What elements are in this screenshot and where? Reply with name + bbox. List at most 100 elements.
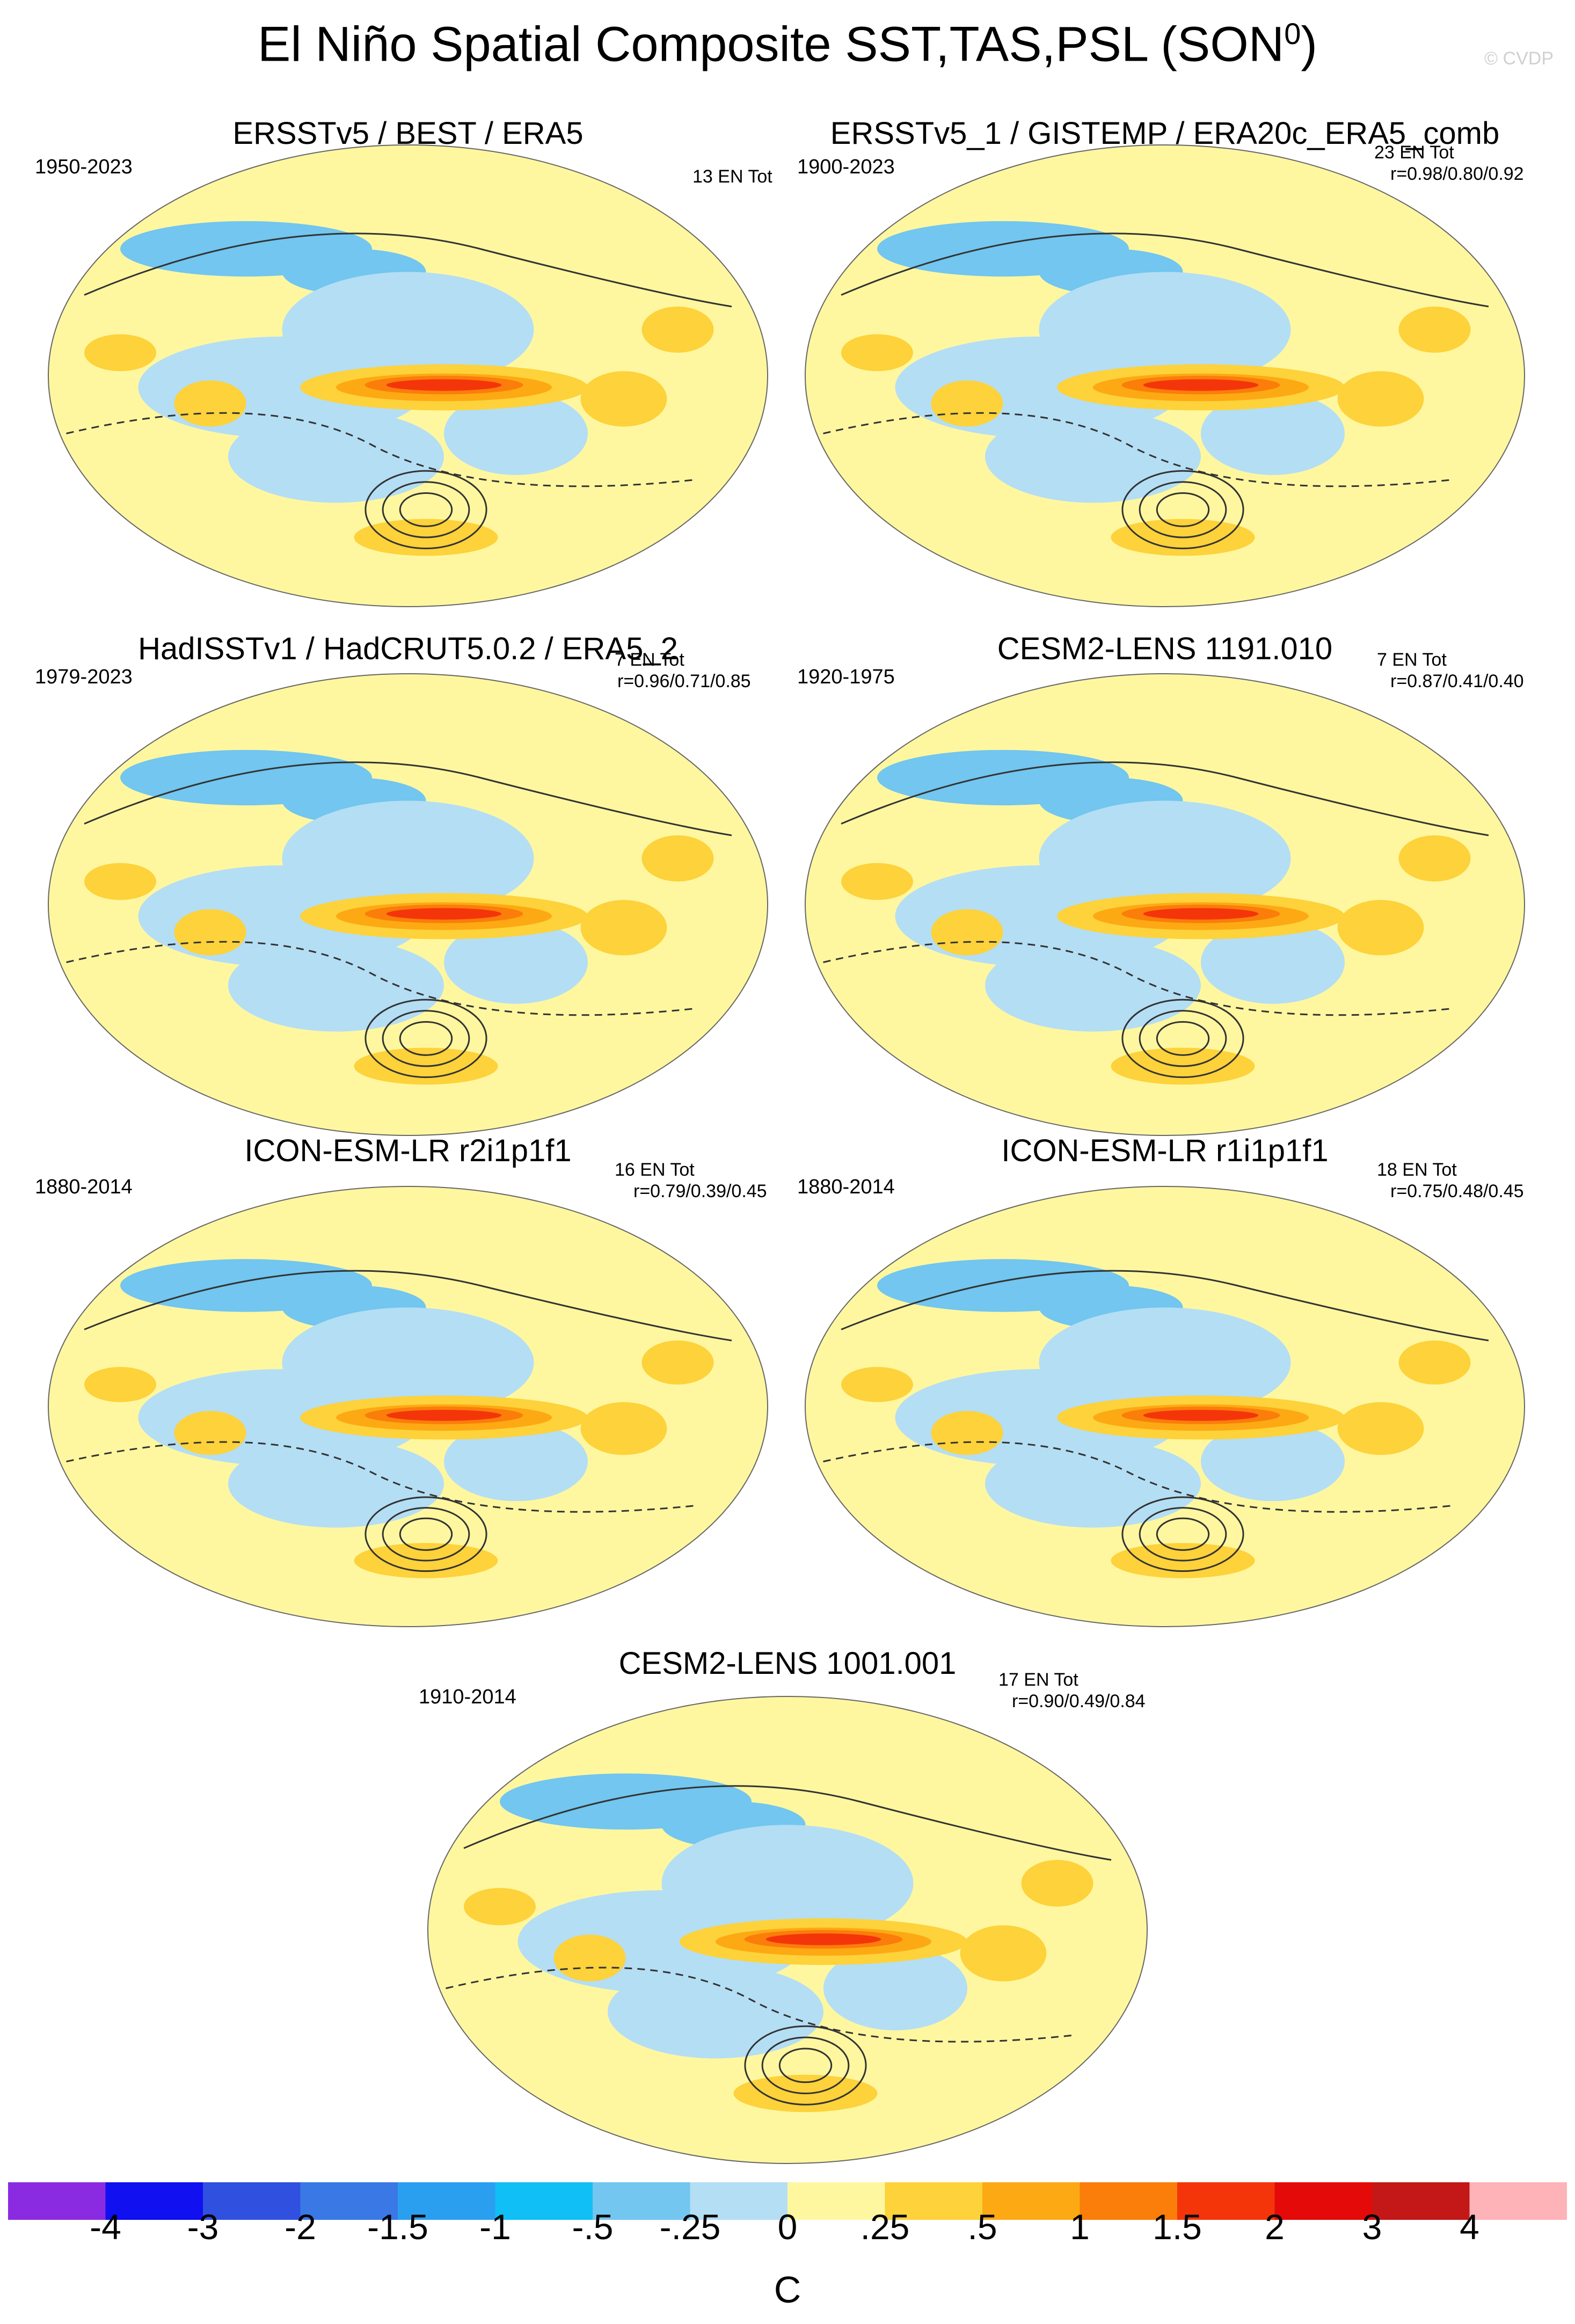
figure-title-text: El Niño Spatial Composite SST,TAS,PSL (S…: [257, 17, 1285, 72]
cvdp-watermark: © CVDP: [1484, 48, 1554, 69]
psl-contour: [364, 1496, 487, 1572]
psl-contour: [841, 1270, 1489, 1342]
colorbar-swatch: [982, 2182, 1080, 2220]
colorbar-tick-label: 1: [1070, 2207, 1090, 2247]
anomaly-region: [1201, 921, 1345, 1004]
panel-7-map: [427, 1696, 1148, 2164]
anomaly-region: [765, 1933, 881, 1946]
psl-contour: [1139, 1010, 1227, 1067]
panel-7-period: 1910-2014: [419, 1686, 516, 1708]
anomaly-region: [608, 1965, 823, 2059]
anomaly-region: [1398, 307, 1471, 353]
anomaly-region: [386, 1410, 502, 1421]
panel-2-period: 1900-2023: [797, 156, 895, 178]
psl-contour: [744, 2025, 867, 2106]
panel-6-period: 1880-2014: [797, 1176, 895, 1198]
anomaly-region: [1398, 835, 1471, 881]
psl-contour: [463, 1785, 1112, 1861]
psl-contour: [1156, 1517, 1210, 1551]
psl-contour-negative: [823, 1441, 1453, 1513]
psl-contour: [399, 492, 453, 527]
anomaly-region: [580, 900, 667, 956]
anomaly-region: [553, 1934, 626, 1981]
panel-5-title: ICON-ESM-LR r2i1p1f1: [244, 1133, 572, 1168]
psl-contour: [382, 1507, 470, 1562]
psl-contour: [364, 999, 487, 1079]
panel-7-title: CESM2-LENS 1001.001: [618, 1646, 957, 1681]
colorbar-tick-label: 4: [1460, 2207, 1479, 2247]
colorbar-swatch: [1177, 2182, 1275, 2220]
anomaly-region: [1337, 900, 1424, 956]
colorbar-swatch: [203, 2182, 301, 2220]
anomaly-region: [174, 909, 246, 956]
colorbar-tick-label: .5: [967, 2207, 997, 2247]
anomaly-region: [931, 909, 1003, 956]
panel-5-event-count: 16 EN Tot: [615, 1160, 695, 1180]
panel-4-period: 1920-1975: [797, 666, 895, 688]
psl-contour-negative: [66, 941, 696, 1016]
anomaly-region: [84, 1367, 156, 1402]
anomaly-region: [84, 334, 156, 371]
anomaly-region: [84, 863, 156, 900]
map-outline: [48, 673, 768, 1136]
psl-contour: [1139, 1507, 1227, 1562]
anomaly-region: [931, 1411, 1003, 1455]
map-outline: [805, 144, 1525, 607]
anomaly-region: [641, 1341, 714, 1385]
panel-5-map: [48, 1186, 768, 1627]
psl-contour: [841, 232, 1489, 308]
panel-7-pattern-correlation: r=0.90/0.49/0.84: [1012, 1691, 1146, 1711]
psl-contour: [1156, 492, 1210, 527]
psl-contour-negative: [823, 412, 1453, 487]
colorbar-tick-label: -3: [187, 2207, 219, 2247]
psl-contour: [382, 481, 470, 538]
psl-contour: [399, 1517, 453, 1551]
psl-contour-negative: [446, 1966, 1076, 2043]
anomaly-region: [985, 410, 1201, 503]
anomaly-region: [580, 371, 667, 427]
panel-4-event-count: 7 EN Tot: [1377, 650, 1447, 670]
map-outline: [48, 1186, 768, 1627]
panel-5-pattern-correlation: r=0.79/0.39/0.45: [633, 1181, 767, 1201]
psl-contour: [1121, 999, 1244, 1079]
anomaly-region: [1398, 1341, 1471, 1385]
psl-contour: [84, 1270, 732, 1342]
figure-title-superscript: 0: [1284, 17, 1301, 50]
anomaly-region: [174, 380, 246, 427]
colorbar-swatch: [593, 2182, 690, 2220]
psl-contour: [761, 2036, 850, 2094]
anomaly-region: [1143, 379, 1259, 391]
colorbar-swatch: [885, 2182, 982, 2220]
anomaly-region: [174, 1411, 246, 1455]
anomaly-region: [1337, 371, 1424, 427]
anomaly-region: [386, 908, 502, 920]
colorbar-tick-label: .25: [860, 2207, 910, 2247]
colorbar-tick-label: 0: [777, 2207, 798, 2247]
psl-contour: [1139, 481, 1227, 538]
colorbar-swatch: [1274, 2182, 1372, 2220]
panel-3-event-count: 7 EN Tot: [615, 650, 684, 670]
psl-contour: [1121, 1496, 1244, 1572]
map-outline: [427, 1696, 1148, 2164]
panel-4-title: CESM2-LENS 1191.010: [997, 631, 1333, 666]
panel-5-period: 1880-2014: [35, 1176, 133, 1198]
psl-contour-negative: [66, 412, 696, 487]
colorbar-swatch: [495, 2182, 593, 2220]
panel-2-map: [805, 144, 1525, 607]
panel-2-pattern-correlation: r=0.98/0.80/0.92: [1390, 164, 1524, 184]
panel-3-period: 1979-2023: [35, 666, 133, 688]
colorbar-tick-label: 2: [1265, 2207, 1285, 2247]
colorbar-swatch: [788, 2182, 885, 2220]
colorbar-tick-label: 1.5: [1153, 2207, 1202, 2247]
map-outline: [805, 673, 1525, 1136]
panel-1-event-count: 13 EN Tot: [692, 166, 772, 187]
psl-contour: [841, 761, 1489, 836]
psl-contour: [778, 2048, 833, 2083]
colorbar-tick-label: -1.5: [367, 2207, 428, 2247]
anomaly-region: [444, 392, 588, 475]
figure-title: El Niño Spatial Composite SST,TAS,PSL (S…: [0, 16, 1575, 73]
anomaly-region: [228, 939, 444, 1032]
anomaly-region: [841, 1367, 913, 1402]
colorbar-tick-label: -2: [285, 2207, 316, 2247]
colorbar: [8, 2182, 1567, 2223]
